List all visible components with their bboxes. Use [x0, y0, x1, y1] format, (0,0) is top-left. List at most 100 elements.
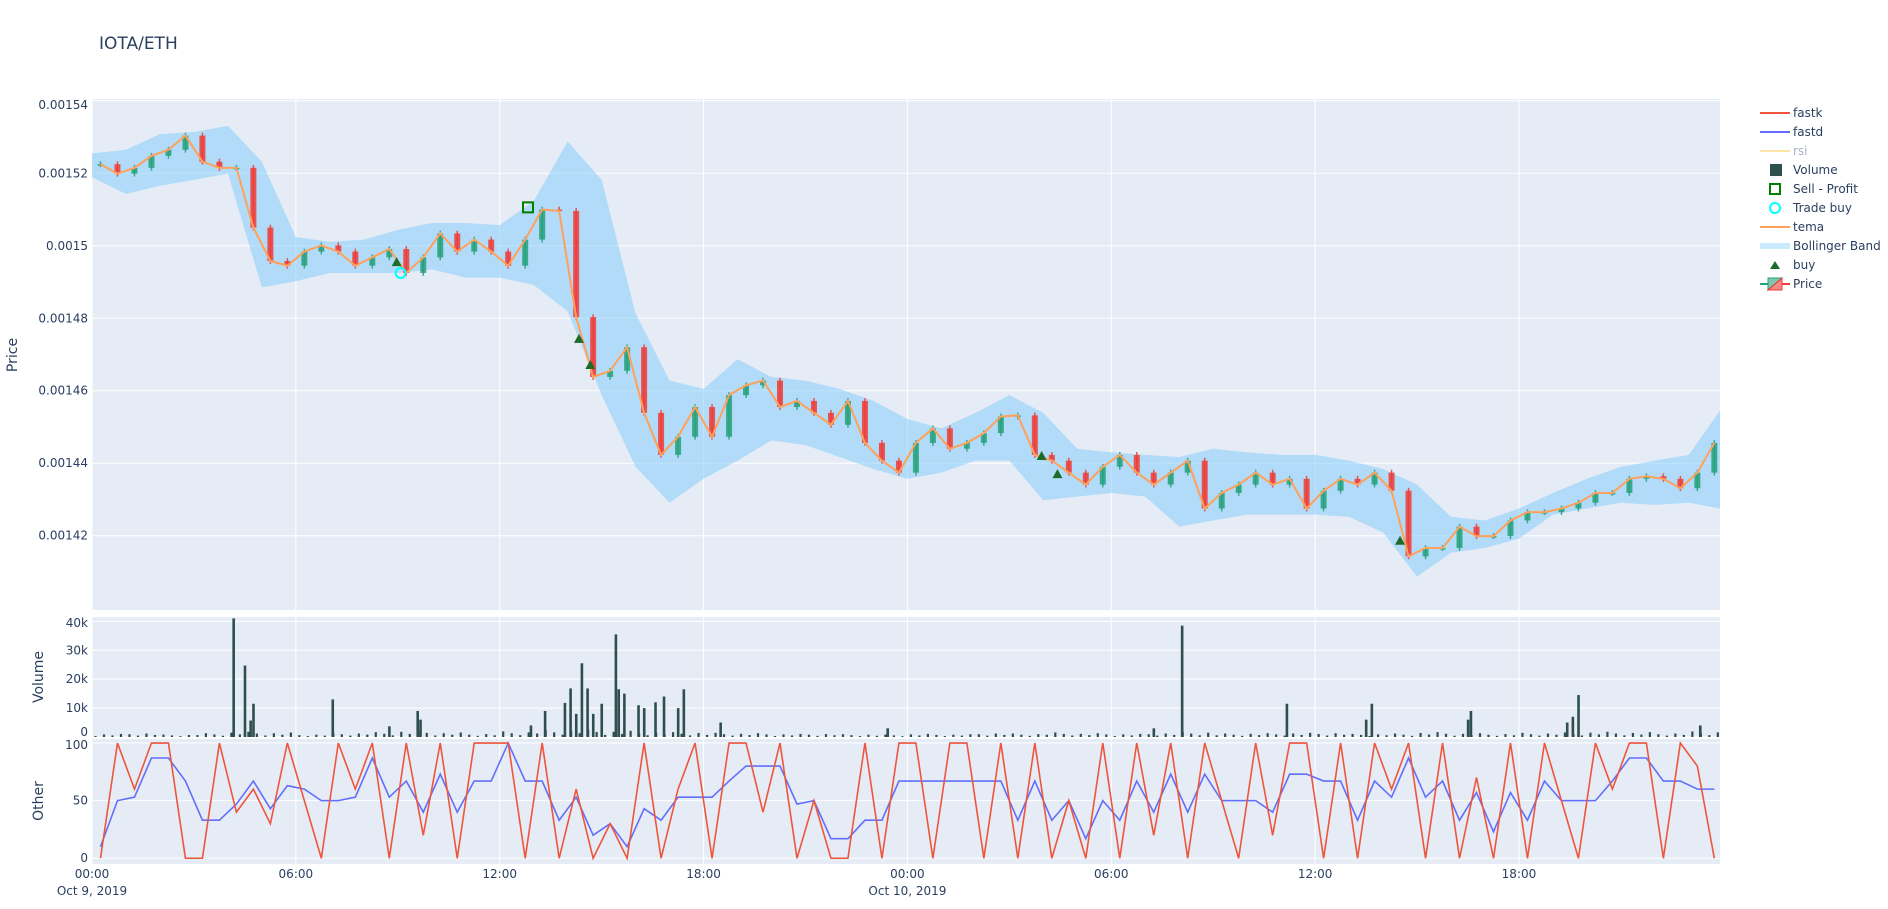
volume-bar [527, 732, 530, 737]
volume-bar [221, 735, 225, 737]
candle-body [793, 400, 800, 408]
volume-bar [1215, 735, 1218, 737]
volume-bar [909, 734, 913, 737]
candle-body [420, 257, 427, 273]
candle-body [216, 161, 223, 168]
volume-bar [204, 733, 208, 737]
volume-bar [918, 735, 921, 737]
volume-bar [680, 733, 683, 737]
volume-bar [213, 734, 216, 737]
candle-body [946, 428, 953, 449]
axes: 0.00154 0.00152 0.0015 0.00148 0.00146 0.0014… [5, 98, 1536, 898]
volume-bar [833, 735, 836, 737]
candle-body [1405, 490, 1412, 557]
buy-signal-marker [585, 360, 596, 370]
candle-body [1388, 472, 1395, 491]
y-tick-label-price: 0.00144 [38, 456, 88, 470]
volume-bar [553, 732, 556, 737]
candle-body [1269, 472, 1276, 485]
volume-bar [748, 735, 751, 737]
sell-profit-marker [522, 201, 535, 214]
volume-bar [756, 733, 760, 737]
candle-body [1235, 484, 1242, 493]
volume-bar [94, 735, 97, 737]
volume-bar [1147, 734, 1150, 737]
volume-bar [416, 710, 419, 737]
candle-body [1116, 454, 1123, 467]
volume-bar [1376, 734, 1380, 737]
volume-bar [623, 693, 626, 737]
x-tick-label: 12:00 [482, 867, 517, 881]
candle-body [1422, 548, 1429, 557]
volume-bar [1444, 733, 1448, 737]
volume-bar [604, 734, 607, 737]
volume-bar [493, 735, 496, 737]
volume-bar [1478, 733, 1482, 737]
volume-bar [1113, 735, 1116, 737]
candle-body [726, 395, 733, 437]
volume-bar [662, 696, 666, 737]
volume-bar [232, 618, 235, 737]
volume-bar [671, 732, 675, 737]
legend-item-volume[interactable]: Volume [1793, 163, 1838, 177]
volume-bar [388, 726, 391, 737]
legend[interactable]: fastk fastd rsi Volume Sell - Profit Trade bu… [1760, 106, 1881, 292]
candle-body [1286, 478, 1293, 485]
oscillator-lines [99, 740, 1716, 861]
candle-body [250, 167, 257, 228]
legend-item-price[interactable]: Price [1793, 277, 1822, 291]
candle-body [692, 407, 699, 437]
candle-body [777, 380, 784, 408]
x-tick-label: 00:00 [890, 867, 925, 881]
volume-bar [935, 734, 938, 737]
volume-bar [1606, 731, 1609, 737]
volume-bar [179, 736, 182, 737]
volume-bar [1283, 735, 1286, 737]
volume-bar [1045, 734, 1048, 737]
tema-line [100, 134, 1716, 558]
fastk-line [99, 740, 1716, 861]
volume-bar [977, 734, 980, 737]
volume-bar [1292, 733, 1295, 737]
legend-item-tema[interactable]: tema [1793, 220, 1824, 234]
volume-bar [1512, 735, 1516, 737]
legend-item-buy[interactable]: buy [1793, 258, 1815, 272]
candle-body [1575, 502, 1582, 509]
volume-bar [1640, 734, 1643, 737]
volume-bar [170, 735, 174, 737]
legend-item-sell_profit[interactable]: Sell - Profit [1793, 182, 1858, 196]
candle-body [1643, 476, 1650, 479]
legend-item-fastd[interactable]: fastd [1793, 125, 1823, 139]
candle-body [437, 233, 444, 258]
candle-body [1677, 478, 1684, 489]
volume-bar [1597, 734, 1601, 737]
candle-body [1031, 415, 1038, 455]
y-tick-label-volume: 20k [66, 672, 88, 686]
volume-bar [1427, 734, 1431, 737]
candle-body [1337, 478, 1344, 491]
volume-bar [1453, 735, 1456, 737]
candle-body [471, 239, 478, 252]
candle-body [760, 380, 767, 386]
candle-body [1592, 492, 1599, 503]
volume-bar [1359, 734, 1363, 737]
y-tick-label-price: 0.00154 [38, 98, 88, 112]
legend-item-trade_buy[interactable]: Trade buy [1792, 201, 1852, 215]
candle-body [878, 442, 885, 461]
volume-bar [731, 735, 734, 737]
candle-body [301, 251, 308, 266]
volume-bar [719, 722, 722, 737]
volume-bar [383, 733, 386, 737]
volume-bar [476, 735, 479, 737]
volume-bar [1241, 735, 1244, 737]
legend-item-bollinger[interactable]: Bollinger Band [1793, 239, 1881, 253]
legend-item-fastk[interactable]: fastk [1793, 106, 1823, 120]
volume-bar [824, 734, 828, 737]
volume-bar [875, 735, 879, 737]
volume-bar [994, 733, 997, 737]
legend-item-rsi[interactable]: rsi [1793, 144, 1808, 158]
volume-bar [1334, 733, 1337, 737]
price-candles [97, 132, 1718, 560]
candle-body [929, 428, 936, 443]
legend-volume-square-icon [1770, 164, 1782, 176]
